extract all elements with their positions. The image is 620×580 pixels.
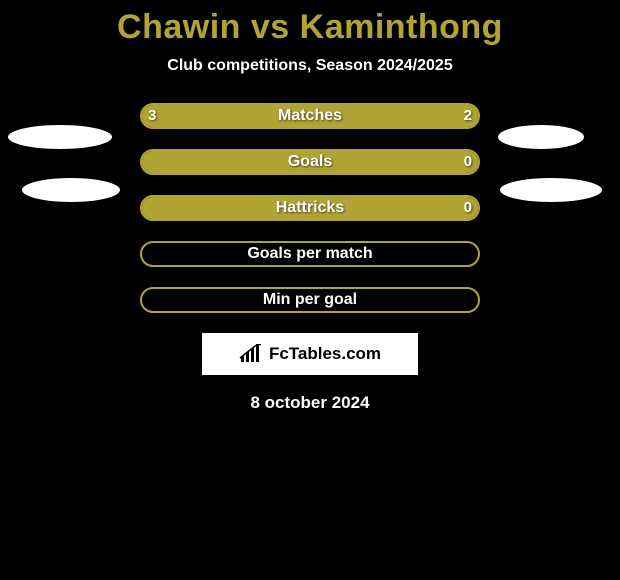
stat-row: Goals0 [0,149,620,177]
subtitle: Club competitions, Season 2024/2025 [0,57,620,75]
chart-icon [239,344,263,364]
bar-track [140,287,480,313]
decorative-ellipse [498,125,584,149]
stat-row: Min per goal [0,287,620,315]
bar-track [140,149,480,175]
bar-fill-left [142,105,344,127]
page-title: Chawin vs Kaminthong [0,0,620,47]
badge-text: FcTables.com [269,344,381,364]
bar-track [140,241,480,267]
bar-fill-left [142,151,478,173]
bar-fill-right [344,105,478,127]
decorative-ellipse [22,178,120,202]
stat-value-right: 2 [464,103,472,129]
stat-value-right: 0 [464,195,472,221]
decorative-ellipse [8,125,112,149]
bar-fill-left [142,197,478,219]
bar-track [140,103,480,129]
bar-track [140,195,480,221]
decorative-ellipse [500,178,602,202]
stat-row: Goals per match [0,241,620,269]
source-badge: FcTables.com [202,333,418,375]
stat-value-right: 0 [464,149,472,175]
stat-value-left: 3 [148,103,156,129]
date-text: 8 october 2024 [0,393,620,413]
